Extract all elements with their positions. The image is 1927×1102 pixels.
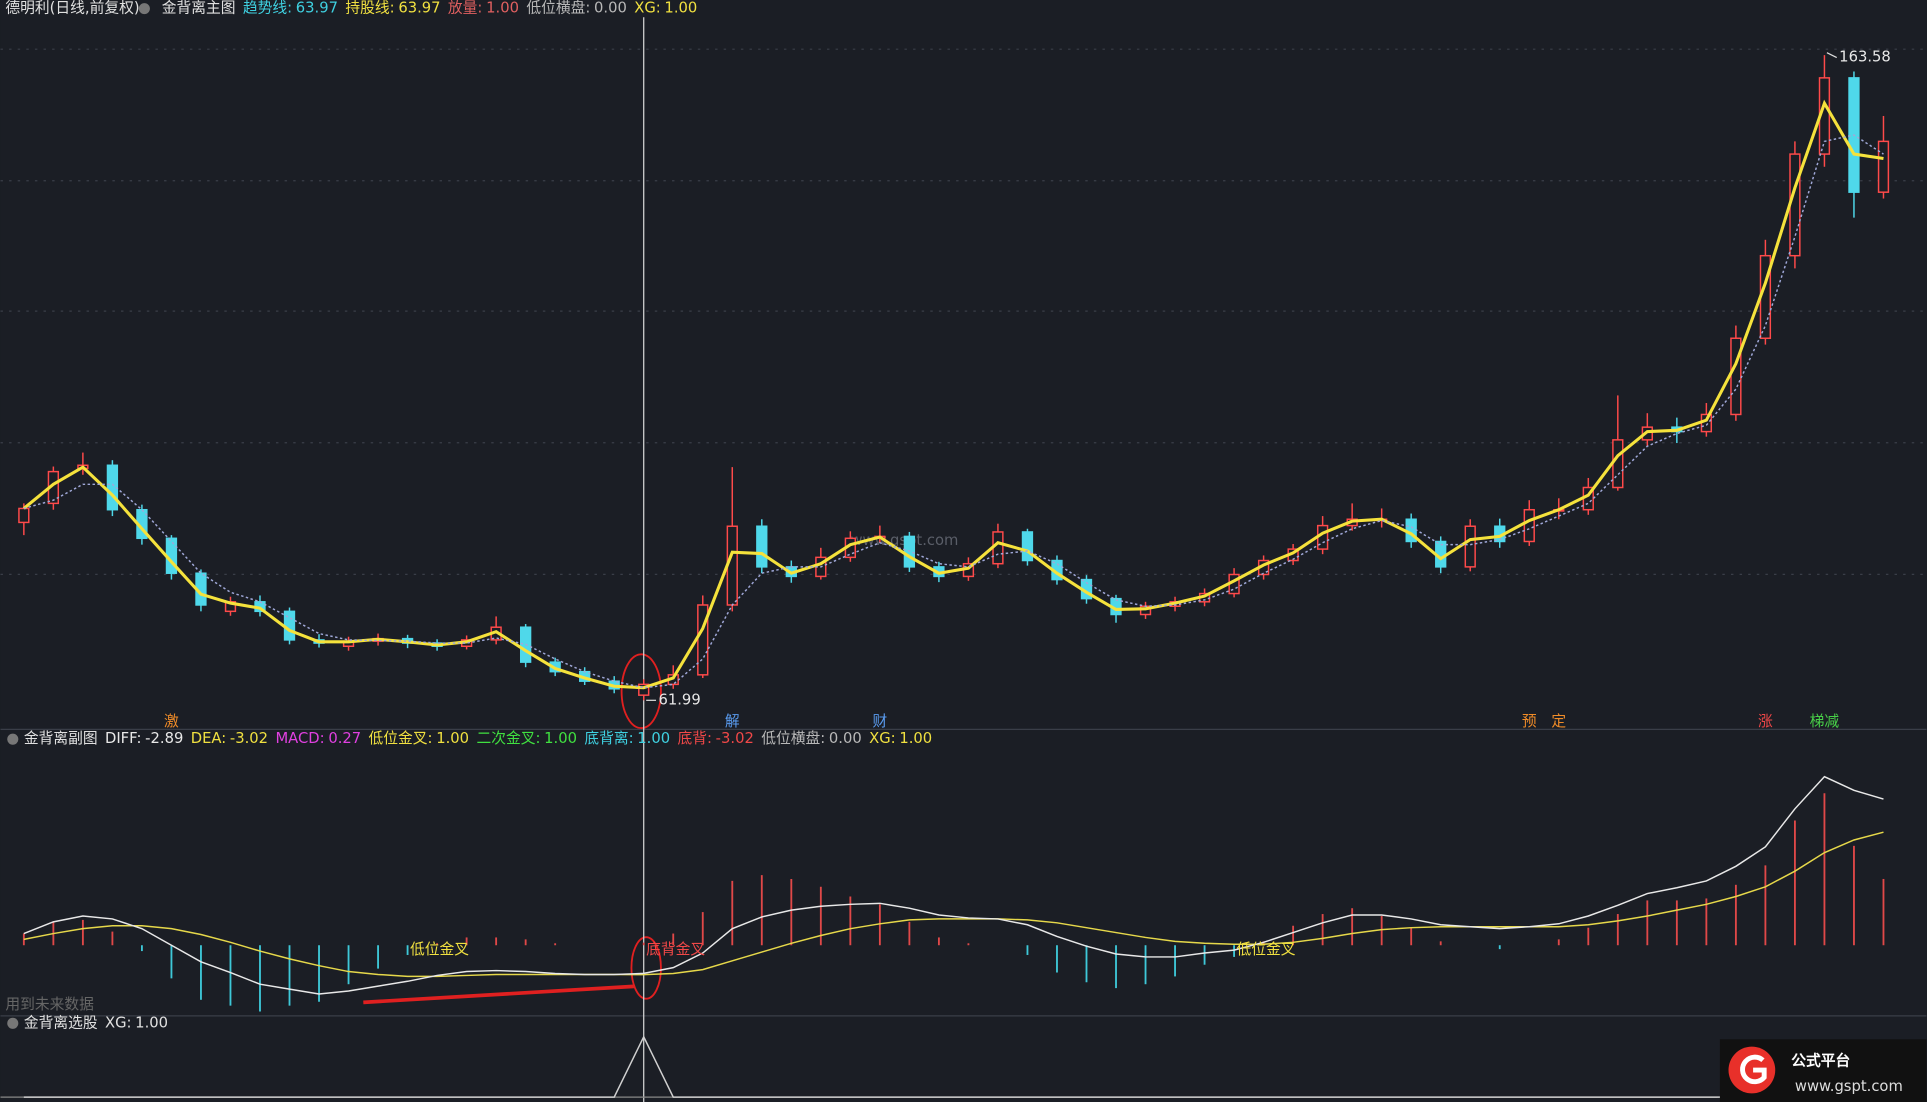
logo-icon bbox=[1728, 1046, 1776, 1094]
legend-label: MACD: bbox=[275, 730, 324, 747]
signal-marker: 涨 bbox=[1758, 713, 1773, 730]
legend-value: 1.00 bbox=[436, 730, 469, 747]
legend-label: DEA: bbox=[191, 730, 226, 747]
panel-title: 金背离选股 bbox=[24, 1014, 98, 1031]
panel-title: 德明利(日线,前复权) bbox=[5, 0, 139, 17]
legend-value: 1.00 bbox=[637, 730, 670, 747]
candle-body bbox=[1730, 337, 1742, 416]
indicator-line bbox=[23, 134, 1884, 689]
panel-icon bbox=[7, 733, 19, 745]
legend-label: 放量: bbox=[448, 0, 482, 17]
signal-marker: 定 bbox=[1551, 713, 1566, 730]
price-pointer bbox=[1826, 52, 1838, 59]
panel-icon bbox=[138, 3, 150, 15]
legend-label: 低位横盘: bbox=[526, 0, 590, 17]
grid bbox=[0, 48, 1927, 575]
legend-value: 1.00 bbox=[486, 0, 519, 17]
legend-value: 63.97 bbox=[398, 0, 440, 17]
dea-line bbox=[23, 831, 1884, 978]
diff-line bbox=[23, 775, 1884, 995]
legend-value: 1.00 bbox=[899, 730, 932, 747]
legend-label: XG: bbox=[634, 0, 661, 17]
legend-label: 趋势线: bbox=[243, 0, 292, 17]
legend-label: 低位金叉: bbox=[369, 730, 433, 747]
candle-body bbox=[756, 525, 768, 568]
legend-label: 低位横盘: bbox=[761, 729, 825, 747]
legend-label: XG: bbox=[869, 730, 896, 747]
signal-annotation: 底背金叉 bbox=[646, 941, 705, 958]
highlight-ellipse bbox=[630, 936, 662, 1000]
legend-value: -3.02 bbox=[230, 730, 268, 747]
legend-value: -3.02 bbox=[716, 730, 754, 747]
legend-value: 1.00 bbox=[664, 0, 697, 17]
candle-body bbox=[992, 531, 1004, 565]
low-label: 61.99 bbox=[658, 691, 700, 708]
logo: 公式平台 www.gspt.com bbox=[1719, 1039, 1927, 1102]
legend-label: 二次金叉: bbox=[476, 730, 540, 747]
divergence-line bbox=[363, 984, 634, 1005]
panel-title: 金背离副图 bbox=[24, 730, 98, 747]
candle-body bbox=[18, 507, 30, 524]
signal-annotation: 低位金叉 bbox=[1237, 941, 1296, 958]
signal-line bbox=[23, 1035, 1884, 1098]
signal-marker: 财 bbox=[872, 713, 887, 730]
signal-marker: 梯减 bbox=[1810, 713, 1840, 730]
candle-body bbox=[1523, 508, 1535, 543]
panel-header: 德明利(日线,前复权) 金背离主图 趋势线: 63.97 持股线: 63.97 放量: 1.0… bbox=[5, 0, 697, 17]
logo-url: www.gspt.com bbox=[1795, 1078, 1903, 1095]
legend-value: -2.89 bbox=[145, 730, 183, 747]
panel-icon bbox=[7, 1017, 19, 1029]
legend-label: 持股线: bbox=[345, 0, 394, 17]
candle-body bbox=[726, 525, 738, 606]
candle-body bbox=[1464, 525, 1476, 568]
candle-body bbox=[697, 604, 709, 676]
legend-value: 0.27 bbox=[328, 730, 361, 747]
highlight-ellipse bbox=[620, 653, 662, 730]
legend-value: 0.00 bbox=[829, 730, 862, 747]
high-label: 163.58 bbox=[1839, 49, 1891, 66]
panel-header: 金背离选股 XG: 1.00 bbox=[24, 1014, 168, 1031]
logo-name: 公式平台 bbox=[1791, 1051, 1850, 1069]
legend-label: 底背离: bbox=[584, 730, 633, 747]
candle-body bbox=[1877, 140, 1890, 193]
candle-body bbox=[1612, 439, 1624, 489]
legend-label: XG: bbox=[105, 1014, 132, 1031]
legend-value: 1.00 bbox=[135, 1014, 168, 1031]
legend-label: 底背: bbox=[678, 730, 712, 747]
legend-value: 0.00 bbox=[594, 0, 627, 17]
signal-annotation: 低位金叉 bbox=[410, 941, 469, 958]
signal-marker: 解 bbox=[725, 713, 740, 730]
signal-marker: 预 bbox=[1522, 713, 1537, 730]
indicator-line bbox=[22, 99, 1884, 690]
candle-body bbox=[106, 464, 119, 511]
legend-value: 63.97 bbox=[296, 0, 338, 17]
signal-marker: 激 bbox=[164, 713, 179, 730]
legend-label: DIFF: bbox=[105, 730, 142, 747]
logo-glyph bbox=[1740, 1054, 1767, 1085]
note: 用到未来数据 bbox=[5, 996, 94, 1013]
indicator-name: 金背离主图 bbox=[162, 0, 236, 17]
panel-header: 金背离副图 DIFF: -2.89 DEA: -3.02 MACD: 0.27 低位金叉: 1.… bbox=[24, 729, 932, 747]
legend-value: 1.00 bbox=[544, 730, 577, 747]
candle-body bbox=[1021, 531, 1034, 562]
candle-body bbox=[1789, 153, 1801, 257]
candle-body bbox=[638, 683, 650, 696]
